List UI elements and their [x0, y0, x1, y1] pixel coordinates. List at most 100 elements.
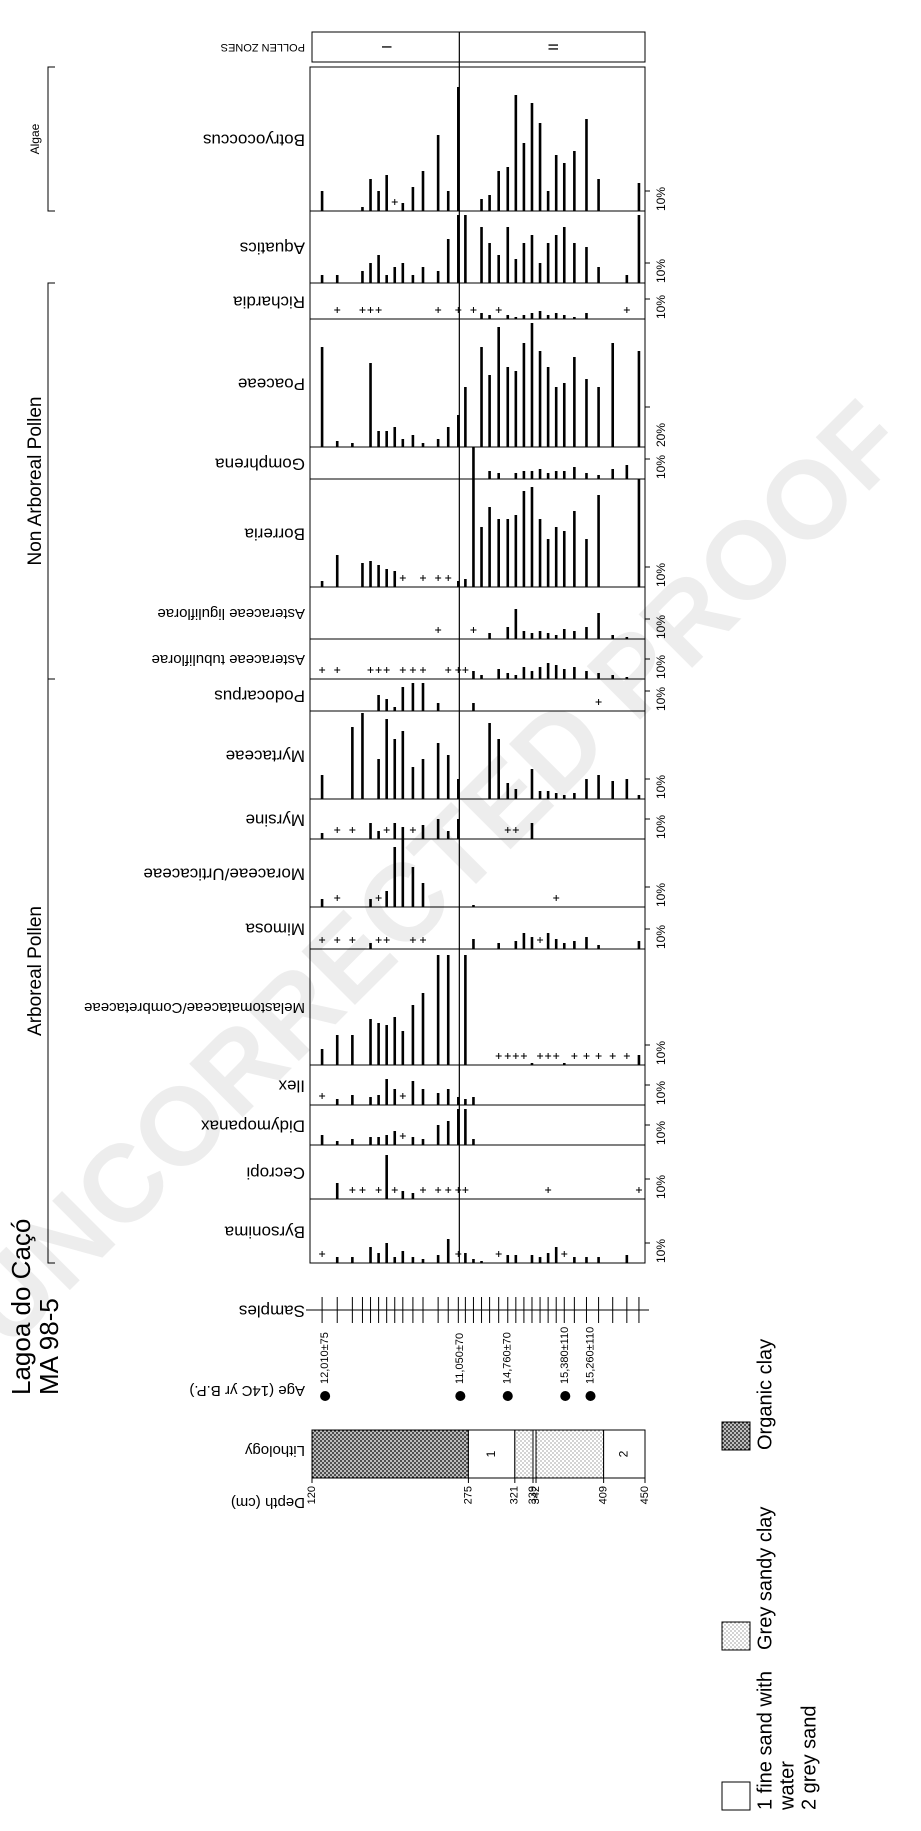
bar: [385, 719, 388, 799]
scale-label: 10%: [654, 1175, 668, 1199]
bar: [597, 475, 600, 479]
bar: [480, 675, 483, 679]
bar: [411, 767, 415, 799]
bar: [351, 1095, 354, 1105]
bar: [464, 1253, 467, 1263]
bar: [377, 1023, 380, 1065]
bar: [538, 469, 542, 479]
bar: [611, 675, 615, 679]
trace-mark: [409, 937, 416, 943]
panel-frame: [309, 446, 646, 480]
bar: [320, 833, 324, 839]
bar: [530, 633, 534, 639]
age-value: 12,010±75: [319, 1332, 331, 1384]
bar: [514, 515, 518, 587]
bar: [506, 1255, 510, 1263]
trace-mark: [334, 307, 341, 313]
bar: [562, 669, 566, 679]
age-dot: [585, 1391, 596, 1401]
bar: [554, 527, 558, 587]
trace-mark: [383, 937, 390, 943]
trace-mark: [495, 1053, 502, 1059]
bar: [546, 663, 550, 679]
scale-label: 10%: [654, 563, 668, 587]
trace-mark: [435, 307, 442, 313]
bar: [369, 1019, 372, 1065]
bar: [401, 839, 405, 907]
bar: [522, 343, 526, 447]
bar: [585, 313, 588, 319]
bar: [472, 447, 475, 479]
trace-mark: [571, 1053, 578, 1059]
bar: [573, 631, 576, 639]
trace-mark: [375, 937, 382, 943]
bar: [385, 699, 388, 711]
bar: [401, 203, 405, 211]
bar: [457, 819, 460, 839]
bar: [464, 579, 467, 587]
scale-label: 10%: [654, 455, 668, 479]
panel-frame: [309, 478, 646, 588]
taxon-label: Richardia: [233, 293, 305, 312]
bar: [385, 569, 388, 587]
bar: [446, 239, 450, 283]
bar: [597, 613, 600, 639]
bar: [597, 945, 600, 949]
trace-mark: [435, 1187, 442, 1193]
trace-mark: [319, 1251, 326, 1257]
bar: [585, 1257, 588, 1263]
bar: [506, 783, 510, 799]
bar: [573, 243, 576, 283]
taxon-label: Ilex: [278, 1077, 305, 1096]
trace-mark: [512, 1053, 519, 1059]
zone-box: [311, 31, 646, 63]
bar: [522, 315, 526, 319]
bar: [361, 563, 364, 587]
bar: [562, 163, 566, 211]
lithology-unit-label: 2: [616, 1450, 630, 1457]
bar: [464, 955, 467, 1065]
bar: [457, 415, 460, 447]
bar: [573, 511, 576, 587]
bar: [637, 941, 641, 949]
bar: [369, 823, 372, 839]
bar: [401, 827, 405, 839]
trace-mark: [445, 1187, 452, 1193]
taxon-label: Mimosa: [245, 920, 305, 939]
lithology-unit: [514, 1429, 534, 1479]
bar: [351, 443, 354, 447]
bar: [393, 739, 397, 799]
bar: [421, 443, 425, 447]
bar: [351, 1257, 354, 1263]
lithology-unit: [603, 1429, 646, 1479]
bar: [597, 387, 600, 447]
lithology-unit: [311, 1429, 469, 1479]
bar: [480, 347, 483, 447]
trace-mark: [462, 667, 469, 673]
bar: [488, 633, 491, 639]
bar: [457, 1097, 460, 1105]
taxon-label: Botryococcus: [203, 131, 305, 150]
bar: [377, 565, 380, 587]
watermark: UNCORRECTED PROOF: [0, 378, 921, 1368]
bar: [436, 135, 440, 211]
scale-label: 10%: [654, 1081, 668, 1105]
bar: [506, 315, 510, 319]
trace-mark: [595, 1053, 602, 1059]
bar: [522, 631, 526, 639]
bar: [411, 1193, 415, 1199]
bar: [377, 431, 380, 447]
bar: [411, 1137, 415, 1145]
trace-mark: [391, 199, 398, 205]
trace-mark: [504, 827, 511, 833]
bar: [393, 707, 397, 711]
scale-label: 10%: [654, 815, 668, 839]
trace-mark: [399, 1133, 406, 1139]
bar: [585, 473, 588, 479]
bar: [506, 167, 510, 211]
bar: [514, 609, 518, 639]
scale-label: 10%: [654, 687, 668, 711]
trace-mark: [367, 307, 374, 313]
bar: [546, 473, 550, 479]
